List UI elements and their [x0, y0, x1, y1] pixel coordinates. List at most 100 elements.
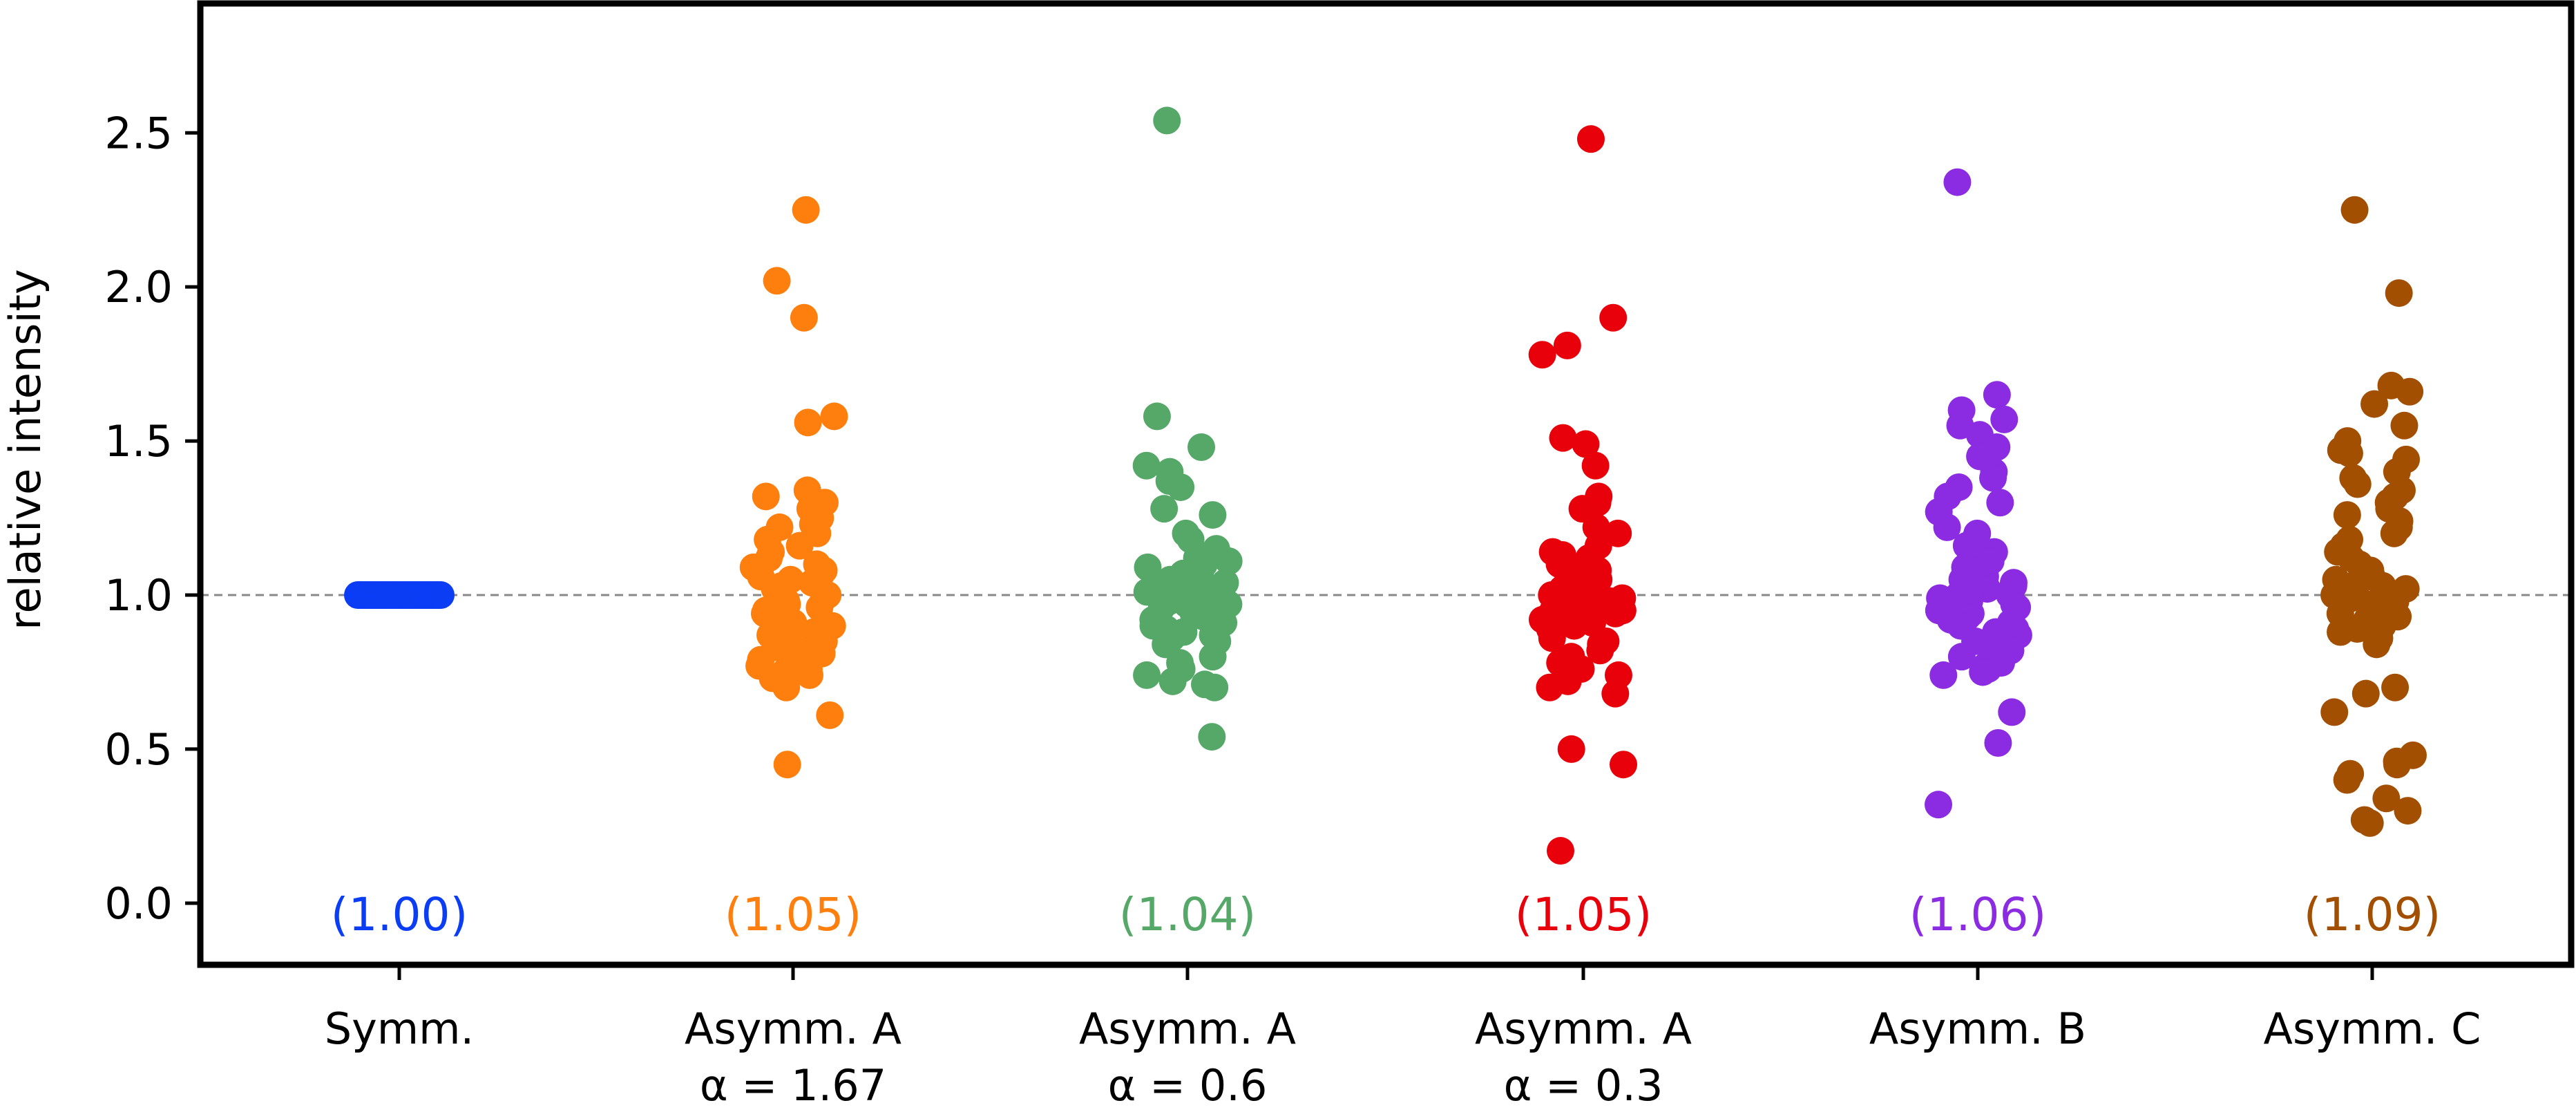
data-point [2356, 809, 2384, 837]
data-point [1929, 661, 1958, 689]
series-0 [344, 581, 455, 609]
data-point [2351, 679, 2380, 708]
data-point [820, 402, 848, 431]
data-point [2383, 751, 2411, 779]
data-point [1576, 572, 1604, 600]
data-point [1599, 303, 1628, 332]
data-point [1143, 402, 1171, 431]
data-point [1187, 433, 1216, 461]
data-point [1586, 637, 1614, 665]
data-point [1150, 495, 1179, 523]
data-point [1984, 729, 2012, 757]
data-point [1933, 513, 1961, 541]
data-point [1990, 405, 2019, 433]
data-point [1608, 596, 1637, 625]
data-point [1201, 673, 1229, 701]
data-point [1549, 424, 1577, 452]
data-point [2360, 390, 2389, 418]
data-point [1158, 667, 1187, 695]
mean-value-label: (1.04) [1119, 888, 1256, 941]
data-point [752, 482, 780, 511]
data-point [1560, 612, 1588, 640]
x-category-label: Asymm. C [2264, 1003, 2481, 1054]
data-point [1557, 735, 1585, 763]
y-axis: 0.0 0.5 1.0 1.5 2.0 2.5 [104, 108, 200, 929]
mean-value-label: (1.05) [1515, 888, 1652, 941]
y-tick-label: 2.0 [104, 262, 173, 312]
mean-value-label: (1.06) [1909, 888, 2046, 941]
data-point [1547, 837, 1575, 865]
data-point [1538, 624, 1566, 652]
y-tick-label: 1.0 [104, 570, 173, 621]
mean-value-label: (1.05) [725, 888, 861, 941]
data-point [1943, 168, 1972, 196]
data-point [1601, 679, 1630, 708]
data-point [1153, 106, 1181, 135]
series-5 [2320, 196, 2427, 837]
data-point [2381, 673, 2410, 701]
data-point [2380, 519, 2408, 547]
data-point [1976, 547, 2005, 575]
data-point [1581, 451, 1610, 480]
data-point [1983, 381, 2011, 409]
data-point [1576, 125, 1605, 153]
series-4 [1925, 168, 2032, 819]
data-point [1214, 547, 1243, 575]
y-tick-label: 2.5 [104, 108, 173, 158]
data-point [1528, 341, 1556, 369]
data-point [1952, 531, 1981, 560]
data-point [794, 408, 822, 437]
data-point [785, 531, 814, 560]
points-layer [344, 106, 2427, 865]
data-point [1998, 698, 2026, 726]
data-point [795, 661, 823, 689]
data-point [1133, 661, 1161, 689]
x-category-label: Asymm. B [1869, 1003, 2086, 1054]
data-point [1572, 430, 1600, 458]
data-point [1536, 673, 1564, 701]
data-point [2372, 784, 2401, 813]
data-point [2343, 470, 2372, 498]
data-point [772, 673, 801, 701]
x-category-label: α = 0.3 [1504, 1060, 1663, 1111]
data-point [2390, 411, 2418, 440]
plot-frame [197, 0, 2575, 968]
data-point [1610, 751, 1638, 779]
data-point [2333, 501, 2361, 529]
mean-value-label: (1.00) [331, 888, 468, 941]
data-point [2327, 618, 2355, 646]
data-point [1925, 791, 1953, 819]
data-point [2335, 439, 2363, 467]
data-point [1199, 501, 1227, 529]
data-point [2340, 196, 2369, 224]
x-axis: Symm. Asymm. A α = 1.67 Asymm. A α = 0.6 Asym… [325, 965, 2481, 1111]
data-point [1979, 464, 2007, 492]
data-point [1947, 643, 1976, 671]
data-point [1199, 643, 1227, 671]
mean-labels-layer: (1.00) (1.05) (1.04) (1.05) (1.06) (1.09) [331, 888, 2441, 941]
data-point [792, 196, 820, 224]
data-point [763, 267, 791, 295]
series-2 [1132, 106, 1243, 751]
data-point [1986, 489, 2014, 517]
data-point [1548, 541, 1576, 569]
x-category-label: α = 1.67 [700, 1060, 886, 1111]
data-point [2320, 698, 2349, 726]
data-point [739, 553, 767, 581]
series-3 [1528, 125, 1638, 865]
y-tick-label: 0.5 [104, 724, 173, 775]
x-category-label: Asymm. A [1079, 1003, 1296, 1054]
x-category-label: Asymm. A [685, 1003, 901, 1054]
data-point [2396, 377, 2424, 406]
data-point [427, 581, 455, 609]
data-point [2385, 279, 2413, 308]
x-category-label: Asymm. A [1475, 1003, 1692, 1054]
data-point [2363, 630, 2391, 659]
mean-value-label: (1.09) [2304, 888, 2441, 941]
data-point [1198, 723, 1226, 751]
data-point [790, 303, 818, 332]
data-point [1134, 553, 1162, 581]
y-axis-title: relative intensity [0, 269, 50, 630]
